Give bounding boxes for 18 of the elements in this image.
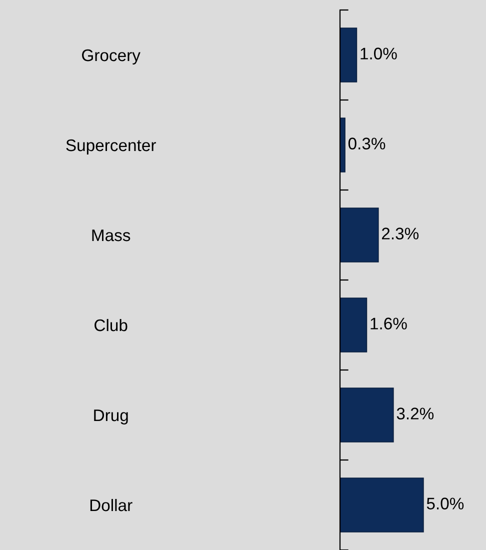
bar: [340, 298, 368, 352]
y-tick-label: Supercenter: [66, 139, 156, 154]
y-tick-label: Dollar: [90, 498, 132, 512]
y-tick-label: Grocery: [82, 49, 140, 64]
data-label: 5.0%: [426, 498, 464, 510]
bar: [340, 478, 424, 532]
data-label: 3.2%: [396, 408, 434, 420]
bar: [340, 388, 394, 442]
data-label: 0.3%: [348, 138, 386, 150]
data-label: 1.0%: [360, 48, 397, 60]
y-tick-label: Mass: [92, 230, 130, 242]
data-label: 1.6%: [370, 318, 407, 330]
data-label: 2.3%: [382, 228, 419, 240]
bar: [340, 208, 379, 262]
bar: [340, 28, 358, 82]
y-tick-label: Club: [94, 318, 128, 332]
y-tick-label: Drug: [94, 410, 128, 424]
bar: [340, 118, 346, 172]
